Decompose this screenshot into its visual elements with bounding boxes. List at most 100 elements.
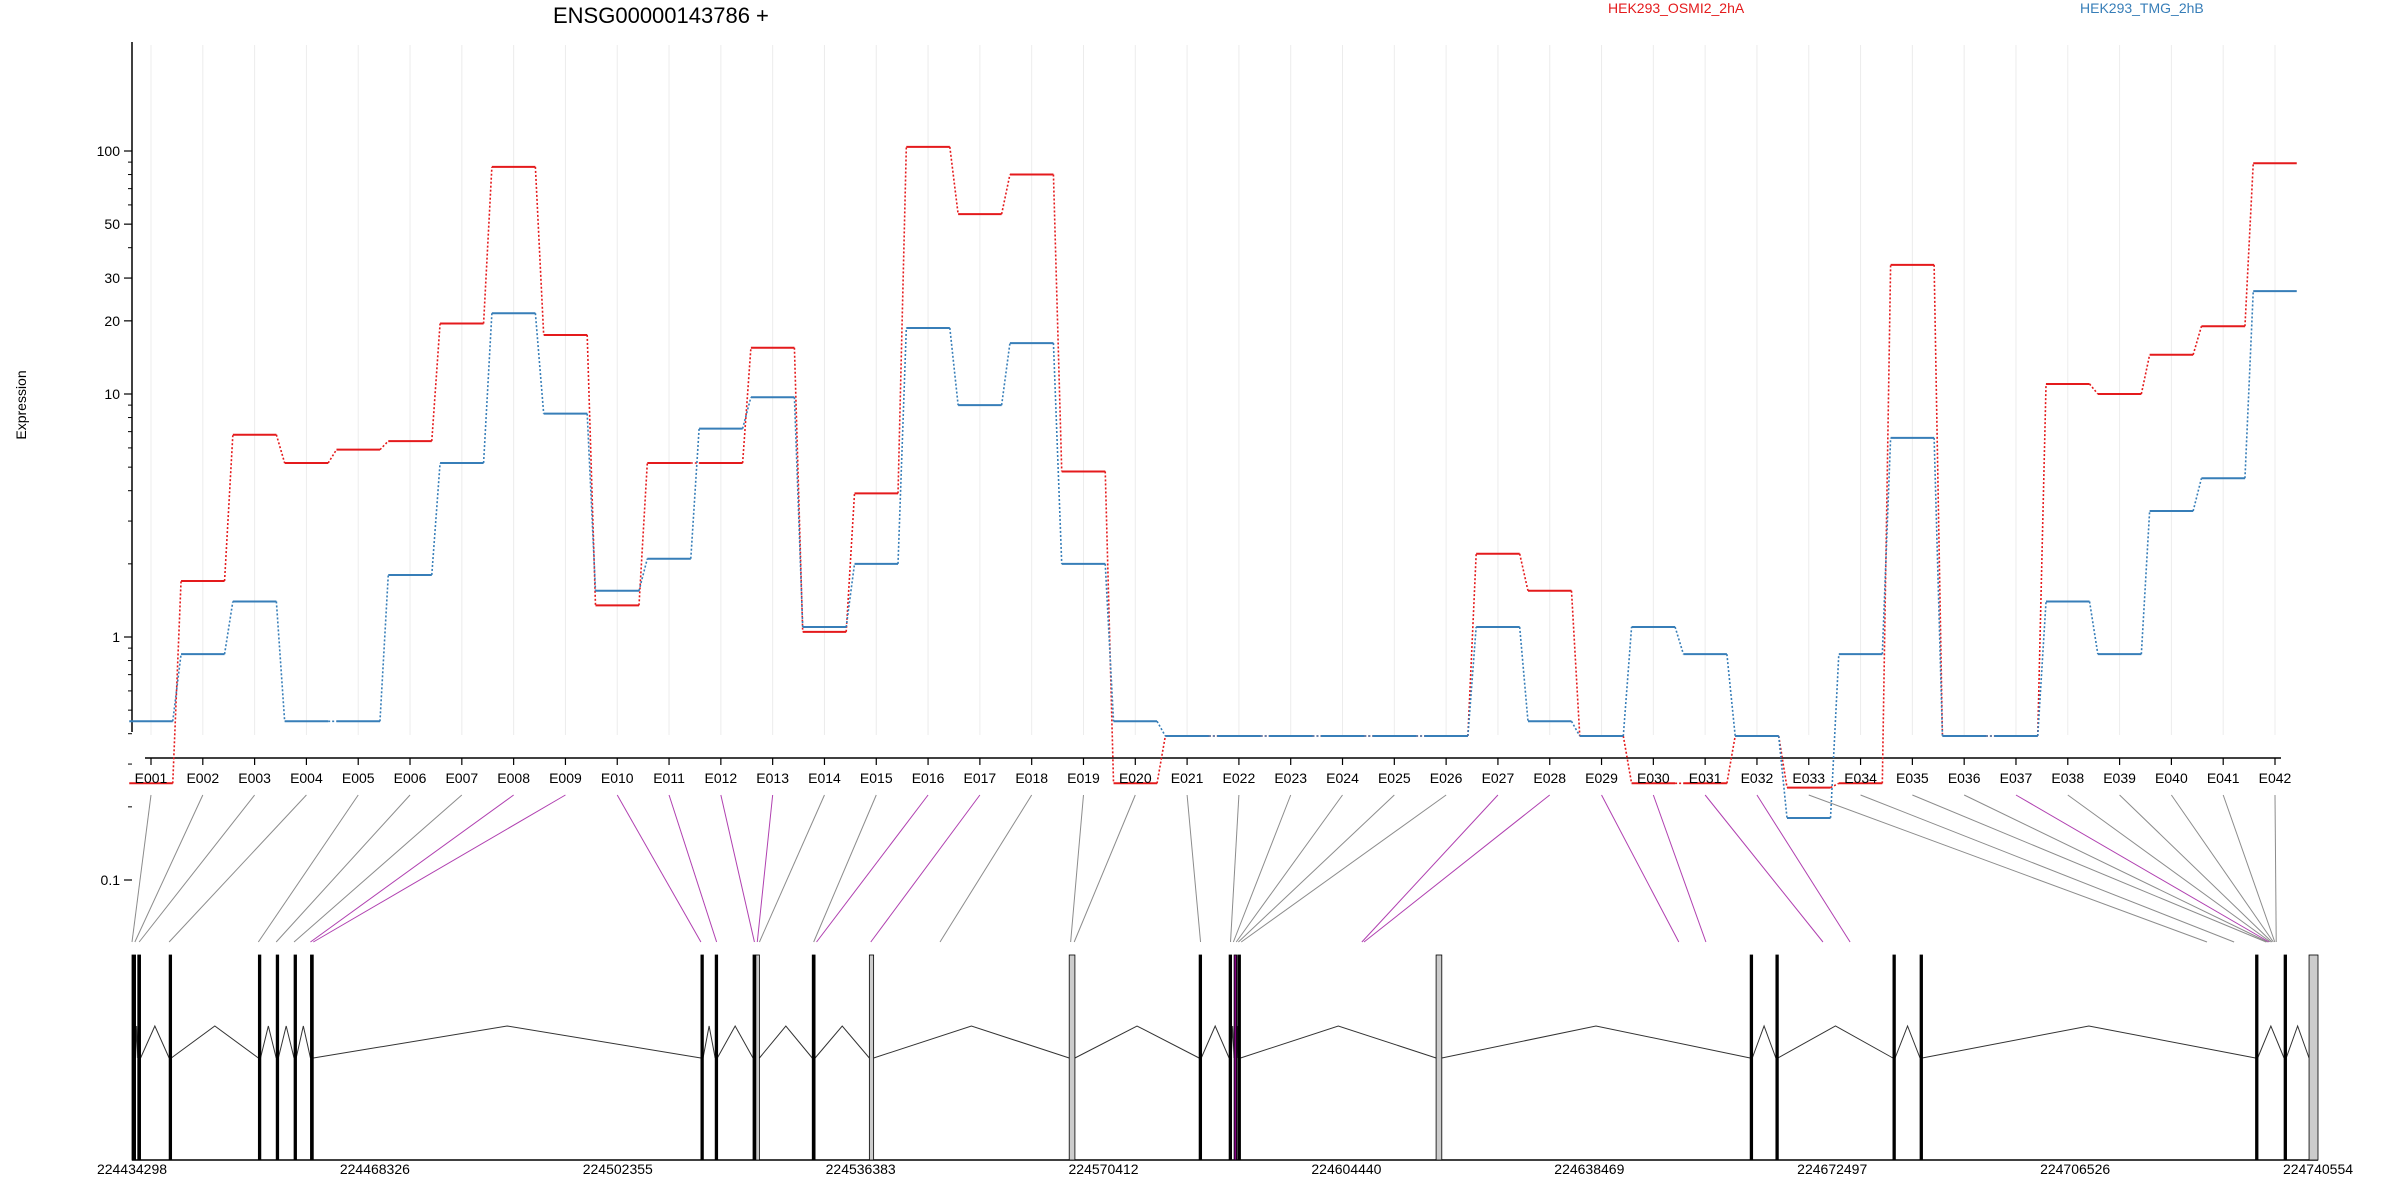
intron-line — [1894, 1024, 1921, 1059]
intron-line — [759, 1025, 813, 1059]
exon-block — [1775, 954, 1779, 1161]
genomic-tick-label: 224638469 — [1554, 1161, 1624, 1177]
exon-connector — [2119, 794, 2273, 943]
intron-line — [1922, 1025, 2256, 1059]
series-0-connector — [2036, 383, 2047, 737]
series-1-connector — [741, 397, 752, 429]
exon-connector — [257, 794, 359, 943]
exon-connector — [616, 794, 702, 943]
series-1-connector — [1881, 437, 1892, 655]
exon-block — [1228, 954, 1232, 1161]
series-1-connector — [949, 327, 959, 406]
series-0-connector — [1830, 782, 1840, 789]
series-0-connector — [845, 493, 856, 632]
genomic-tick-label: 224740554 — [2283, 1161, 2353, 1177]
exon-block — [1233, 954, 1237, 1161]
exon-block — [131, 954, 136, 1161]
exon-label: E037 — [2000, 770, 2033, 786]
exon-connector — [313, 794, 566, 943]
exon-connector — [2222, 794, 2276, 943]
exon-label: E030 — [1637, 770, 1670, 786]
series-0-connector — [586, 334, 597, 606]
series-1-connector — [638, 558, 649, 591]
exon-connector — [1860, 794, 2235, 943]
genomic-tick-label: 224706526 — [2040, 1161, 2110, 1177]
exon-label: E039 — [2103, 770, 2136, 786]
series-1-connector — [897, 327, 908, 564]
series-1-connector — [534, 313, 545, 414]
exon-label: E029 — [1585, 770, 1618, 786]
exon-connector — [2170, 794, 2274, 943]
y-tick-label: 20 — [104, 313, 120, 329]
exon-label: E017 — [964, 770, 997, 786]
exon-label: E001 — [135, 770, 168, 786]
series-0-connector — [1156, 735, 1167, 784]
exon-connector — [2067, 794, 2271, 943]
exon-label: E027 — [1482, 770, 1515, 786]
series-layer — [129, 145, 2297, 819]
series-1-connector — [586, 413, 597, 591]
exon-label: E041 — [2207, 770, 2240, 786]
exon-label: E006 — [394, 770, 427, 786]
exon-label: E015 — [860, 770, 893, 786]
series-1-connector — [171, 654, 182, 722]
y-tick-label: 30 — [104, 270, 120, 286]
genomic-tick-label: 224672497 — [1797, 1161, 1867, 1177]
series-1-connector — [1829, 654, 1840, 819]
exon-label: E008 — [497, 770, 530, 786]
exon-label: E023 — [1274, 770, 1307, 786]
exon-label: E013 — [756, 770, 789, 786]
exon-connector — [134, 794, 204, 943]
exon-block — [700, 954, 704, 1161]
intron-line — [1751, 1024, 1777, 1059]
exon-block — [755, 954, 760, 1161]
series-1-connector — [223, 601, 234, 655]
series-0-connector — [430, 323, 441, 442]
series-0-connector — [1726, 735, 1736, 784]
exon-connector — [1070, 794, 1084, 943]
exon-connector — [293, 794, 463, 943]
intron-line — [140, 1024, 170, 1059]
exon-connector — [138, 794, 256, 943]
intron-line — [1074, 1025, 1200, 1059]
genomic-tick-label: 224502355 — [583, 1161, 653, 1177]
intron-line — [170, 1025, 259, 1059]
y-tick-label: 50 — [104, 216, 120, 232]
axes-layer — [124, 42, 2318, 1161]
series-1-connector — [1570, 720, 1581, 737]
intron-line — [716, 1024, 754, 1059]
exon-connector — [1238, 794, 1395, 943]
series-0-connector — [1570, 590, 1581, 737]
exon-connector — [813, 794, 877, 943]
exon-label: E033 — [1792, 770, 1825, 786]
exon-connector — [1601, 794, 1680, 943]
series-0-connector — [1622, 735, 1633, 784]
exon-connector — [1361, 794, 1499, 943]
series-1-connector — [845, 563, 856, 628]
exon-connector — [1652, 794, 1707, 943]
exon-connector — [720, 794, 755, 943]
exon-label: E018 — [1015, 770, 1048, 786]
intron-line — [814, 1025, 870, 1059]
series-0-connector — [482, 166, 493, 324]
exon-connector — [870, 794, 981, 943]
series-1-connector — [1052, 343, 1063, 564]
exon-block — [168, 954, 173, 1161]
series-0-connector — [2140, 354, 2151, 395]
exon-block — [868, 954, 875, 1161]
grid-layer — [150, 45, 2276, 735]
exon-connector — [1808, 794, 2208, 943]
series-0-connector — [534, 166, 545, 335]
exon-connector — [816, 794, 929, 943]
series-1-connector — [2036, 601, 2047, 737]
exon-label: E025 — [1378, 770, 1411, 786]
intron-line — [873, 1025, 1070, 1059]
series-0-connector — [1104, 471, 1115, 784]
series-1-connector — [2192, 478, 2203, 512]
exon-connector — [1235, 794, 1343, 943]
exon-label: E010 — [601, 770, 634, 786]
intron-line — [702, 1025, 716, 1059]
exon-block — [275, 954, 280, 1161]
exon-label: E024 — [1326, 770, 1359, 786]
